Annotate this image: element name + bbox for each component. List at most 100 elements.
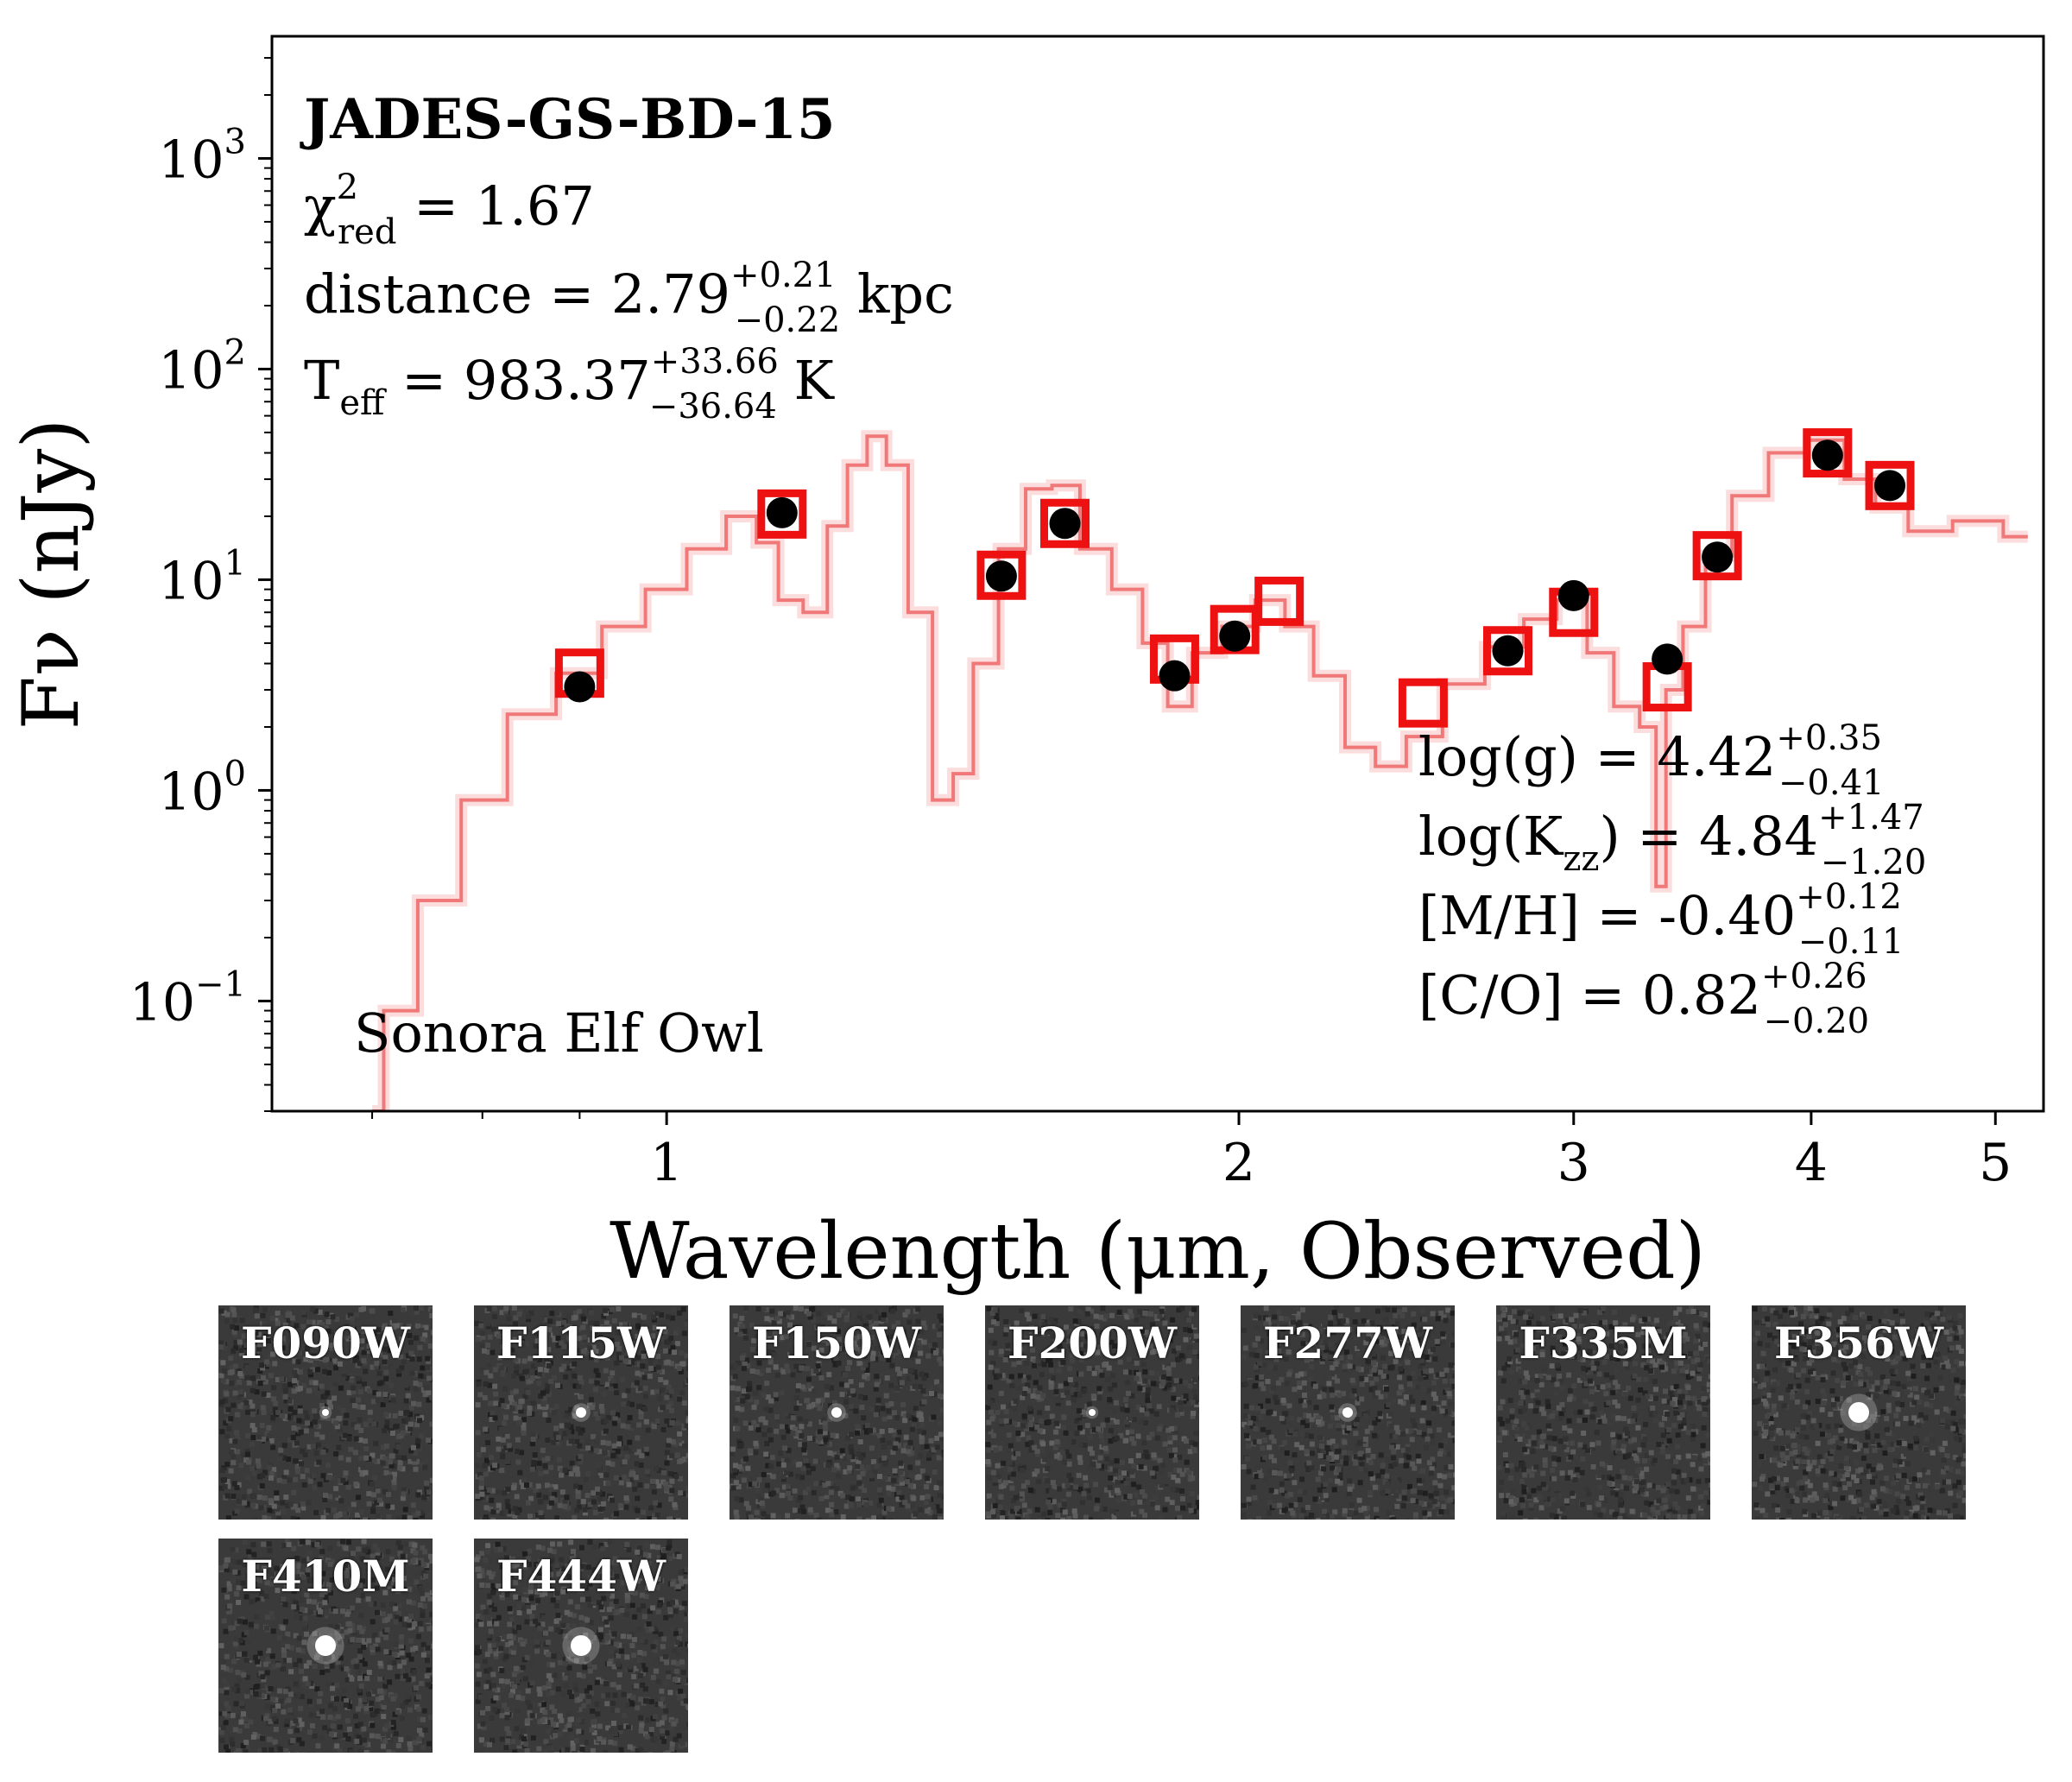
noise-pixel — [755, 1369, 761, 1375]
noise-pixel — [1696, 1375, 1702, 1381]
noise-pixel — [1521, 1466, 1527, 1472]
noise-pixel — [673, 1330, 679, 1336]
noise-pixel — [928, 1438, 934, 1444]
noise-pixel — [1549, 1363, 1555, 1369]
noise-pixel — [875, 1309, 881, 1315]
noise-pixel — [1304, 1505, 1311, 1510]
y-tick-label: 102 — [158, 332, 246, 401]
noise-pixel — [1198, 1318, 1199, 1324]
noise-pixel — [880, 1325, 886, 1331]
noise-pixel — [1149, 1328, 1155, 1334]
noise-pixel — [424, 1480, 430, 1486]
noise-pixel — [833, 1355, 839, 1362]
noise-pixel — [1115, 1488, 1121, 1494]
noise-pixel — [939, 1407, 944, 1413]
noise-pixel — [662, 1348, 668, 1354]
noise-pixel — [396, 1371, 402, 1377]
noise-pixel — [1303, 1323, 1309, 1329]
noise-pixel — [918, 1350, 924, 1356]
noise-pixel — [313, 1510, 319, 1515]
noise-pixel — [778, 1311, 783, 1317]
noise-pixel — [578, 1394, 584, 1400]
noise-pixel — [658, 1358, 664, 1364]
noise-pixel — [229, 1369, 235, 1375]
noise-pixel — [297, 1369, 303, 1375]
noise-pixel — [1034, 1468, 1040, 1474]
noise-pixel — [310, 1319, 316, 1325]
noise-pixel — [1365, 1358, 1371, 1364]
noise-pixel — [1099, 1438, 1105, 1444]
noise-pixel — [641, 1350, 647, 1356]
noise-pixel — [1020, 1423, 1027, 1429]
noise-pixel — [818, 1495, 824, 1501]
noise-pixel — [1329, 1387, 1335, 1393]
noise-pixel — [824, 1312, 830, 1318]
noise-pixel — [1632, 1451, 1638, 1457]
noise-pixel — [1410, 1402, 1416, 1408]
noise-pixel — [1687, 1477, 1693, 1483]
noise-pixel — [1005, 1343, 1011, 1349]
noise-pixel — [358, 1456, 364, 1461]
cutout-f115w: F115W — [474, 1305, 688, 1520]
noise-pixel — [366, 1491, 372, 1497]
noise-pixel — [1434, 1494, 1440, 1501]
noise-pixel — [1384, 1374, 1389, 1380]
noise-pixel — [1289, 1415, 1294, 1421]
noise-pixel — [749, 1368, 755, 1374]
noise-pixel — [829, 1483, 835, 1489]
noise-pixel — [1055, 1398, 1061, 1403]
noise-pixel — [1315, 1518, 1321, 1520]
noise-pixel — [366, 1456, 372, 1462]
noise-pixel — [798, 1306, 804, 1311]
noise-pixel — [1430, 1503, 1436, 1509]
noise-pixel — [283, 1494, 289, 1500]
noise-pixel — [1346, 1516, 1352, 1520]
noise-pixel — [1080, 1409, 1086, 1415]
noise-pixel — [261, 1410, 267, 1415]
noise-pixel — [597, 1507, 603, 1513]
noise-pixel — [1396, 1494, 1402, 1500]
noise-pixel — [480, 1447, 486, 1453]
noise-pixel — [1248, 1420, 1254, 1426]
noise-pixel — [1040, 1441, 1046, 1447]
noise-pixel — [230, 1324, 236, 1330]
noise-pixel — [736, 1483, 742, 1489]
noise-pixel — [344, 1330, 350, 1336]
noise-pixel — [266, 1516, 272, 1520]
noise-pixel — [1166, 1447, 1172, 1453]
noise-pixel — [1437, 1427, 1442, 1433]
noise-pixel — [569, 1352, 575, 1358]
noise-pixel — [1097, 1368, 1103, 1374]
noise-pixel — [1317, 1328, 1323, 1334]
noise-pixel — [806, 1376, 812, 1382]
noise-pixel — [1304, 1357, 1310, 1363]
noise-pixel — [789, 1349, 795, 1355]
noise-pixel — [733, 1469, 738, 1476]
noise-pixel — [1018, 1346, 1024, 1352]
noise-pixel — [499, 1310, 505, 1316]
noise-pixel — [564, 1324, 570, 1329]
noise-pixel — [1000, 1510, 1006, 1515]
noise-pixel — [546, 1392, 553, 1397]
noise-pixel — [1040, 1314, 1046, 1320]
noise-pixel — [1020, 1346, 1027, 1352]
noise-pixel — [1329, 1349, 1335, 1355]
noise-pixel — [1539, 1352, 1545, 1358]
noise-pixel — [1183, 1438, 1189, 1444]
noise-pixel — [326, 1370, 332, 1376]
noise-pixel — [1323, 1493, 1329, 1499]
noise-pixel — [1625, 1356, 1631, 1362]
noise-pixel — [1346, 1490, 1352, 1496]
noise-pixel — [1328, 1477, 1334, 1483]
noise-pixel — [871, 1430, 877, 1436]
noise-pixel — [307, 1369, 313, 1374]
noise-pixel — [887, 1414, 893, 1419]
noise-pixel — [553, 1425, 559, 1431]
noise-pixel — [1149, 1370, 1155, 1376]
noise-pixel — [359, 1338, 365, 1344]
noise-pixel — [629, 1471, 635, 1477]
noise-pixel — [768, 1407, 774, 1413]
noise-pixel — [392, 1471, 397, 1477]
noise-pixel — [986, 1462, 992, 1468]
noise-pixel — [1243, 1403, 1249, 1409]
